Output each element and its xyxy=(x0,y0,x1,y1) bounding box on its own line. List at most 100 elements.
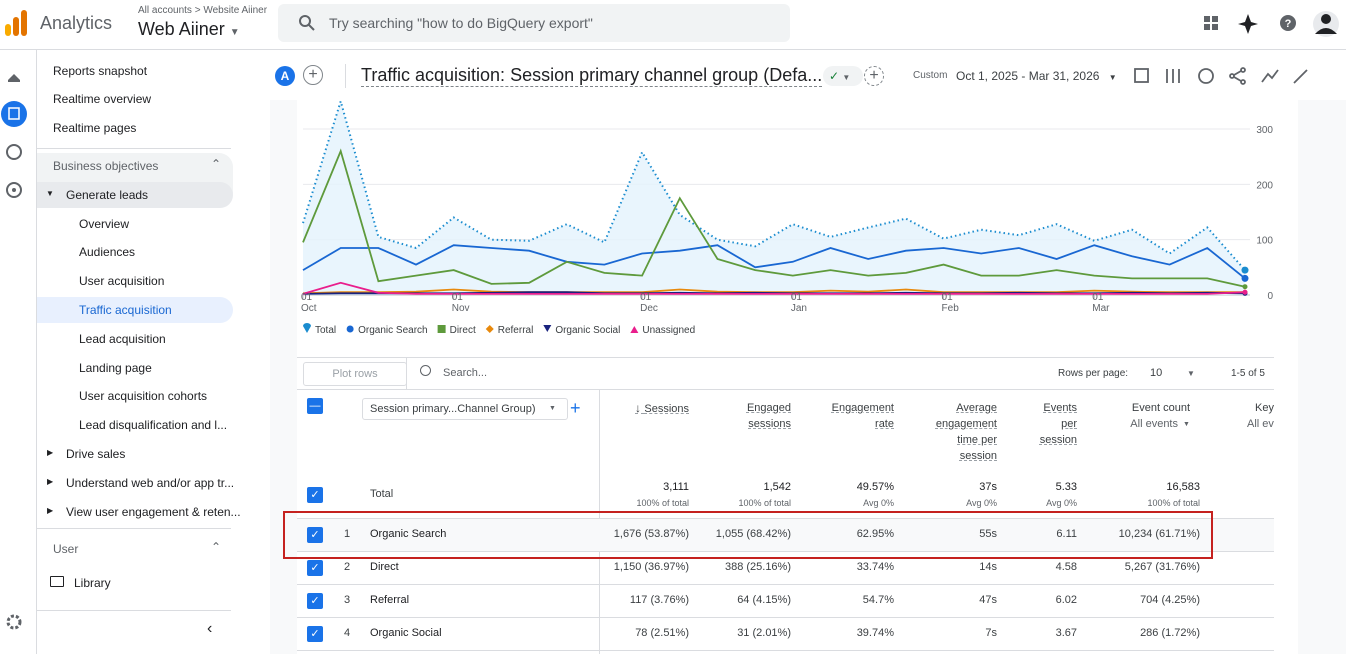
logo xyxy=(5,10,27,36)
nav-item[interactable]: User xyxy=(53,542,79,556)
date-range-text[interactable]: Oct 1, 2025 - Mar 31, 2026 xyxy=(956,69,1100,83)
legend-item: Organic Search xyxy=(346,325,428,336)
row-index: 2 xyxy=(344,561,351,573)
nav-item[interactable]: Lead disqualification and l... xyxy=(79,418,228,432)
cell: 4.58 xyxy=(1055,561,1077,573)
pagination: 1-5 of 5 xyxy=(1231,368,1265,379)
collapse-icon: ⌃ xyxy=(211,540,222,554)
cell: 388 (25.16%) xyxy=(724,561,791,573)
top-icons: ? xyxy=(1204,11,1339,37)
cell: 286 (1.72%) xyxy=(1140,627,1200,639)
total-area xyxy=(303,101,1245,295)
checkbox[interactable]: ✓ xyxy=(307,560,323,576)
property-name[interactable]: Web Aiiner xyxy=(138,19,225,39)
total-label: Total xyxy=(370,488,394,500)
column-header[interactable]: Events per session xyxy=(1039,402,1077,446)
row-label[interactable]: Direct xyxy=(370,561,399,573)
left-rail xyxy=(0,50,37,654)
column-header[interactable]: Event count xyxy=(1131,402,1190,414)
date-range[interactable]: Oct 1, 2025 - Mar 31, 2026 ▼ xyxy=(956,69,1117,83)
nav-item[interactable]: Landing page xyxy=(79,361,152,375)
column-header[interactable]: Key xyxy=(1255,402,1274,414)
search-box[interactable]: Try searching "how to do BigQuery export… xyxy=(278,4,790,42)
legend-label: Total xyxy=(315,325,336,336)
column-header[interactable]: Engaged sessions xyxy=(746,402,791,430)
selected-highlight xyxy=(37,297,233,323)
nav-item[interactable]: Audiences xyxy=(79,245,136,259)
add-dimension[interactable]: + xyxy=(570,398,581,418)
column-header[interactable]: Average engagement time per session xyxy=(935,402,997,462)
nav-divider xyxy=(37,528,231,529)
nav-item[interactable]: Lead acquisition xyxy=(79,332,166,346)
plot-rows-button[interactable]: Plot rows xyxy=(303,362,407,386)
end-marker xyxy=(1241,266,1249,274)
breadcrumb-property[interactable]: Website Aiiner xyxy=(203,5,268,16)
nav-item[interactable]: User acquisition xyxy=(79,274,165,288)
column-header[interactable]: ↓ Sessions xyxy=(635,401,689,415)
cell: 6.11 xyxy=(1056,528,1077,540)
legend-label: Organic Search xyxy=(358,325,427,336)
column-header[interactable]: Engagement rate xyxy=(831,402,894,430)
checkbox[interactable]: ✓ xyxy=(307,487,323,503)
nav-item[interactable]: Reports snapshot xyxy=(53,64,148,78)
nav-divider xyxy=(37,610,231,611)
table-search[interactable]: Search... xyxy=(443,367,488,379)
checkbox[interactable]: — xyxy=(307,398,323,414)
breadcrumb[interactable]: All accounts > Website Aiiner xyxy=(138,5,268,16)
total-sub: Avg 0% xyxy=(1046,498,1077,508)
nav-item[interactable]: Overview xyxy=(79,217,130,231)
collapse-nav[interactable]: ‹ xyxy=(207,620,213,637)
status-chip[interactable]: ✓ ▼ xyxy=(823,66,863,86)
cell: 7s xyxy=(985,627,997,639)
breadcrumb-accounts[interactable]: All accounts xyxy=(138,5,192,16)
cell: 1,676 (53.87%) xyxy=(613,528,689,540)
nav-item[interactable]: Realtime overview xyxy=(53,92,152,106)
row-index: 3 xyxy=(344,594,351,606)
series-line xyxy=(302,148,1246,288)
x-tick-label: 01 Nov xyxy=(451,292,470,314)
row-index: 1 xyxy=(344,528,351,540)
report-title[interactable]: Traffic acquisition: Session primary cha… xyxy=(361,65,823,87)
add-filter[interactable]: + xyxy=(864,66,884,86)
nav-item[interactable]: Business objectives xyxy=(53,159,159,173)
series-line xyxy=(302,281,1246,295)
row-highlight xyxy=(297,518,1274,551)
collapse-icon: ⌃ xyxy=(211,157,222,171)
dimension-selector[interactable] xyxy=(362,398,568,420)
end-marker xyxy=(1242,284,1248,290)
legend-label: Organic Social xyxy=(555,325,620,336)
add-comparison[interactable]: + xyxy=(303,65,323,85)
checkbox[interactable]: ✓ xyxy=(307,527,323,543)
x-tick-label: 01 Dec xyxy=(640,292,658,314)
nav-item[interactable]: Realtime pages xyxy=(53,121,137,135)
nav-item[interactable]: Understand web and/or app tr... xyxy=(66,476,235,490)
total-sub: 100% of total xyxy=(1147,498,1200,508)
column-sub[interactable]: All events xyxy=(1130,418,1178,430)
rule xyxy=(297,389,1274,390)
dimension-label[interactable]: Session primary...Channel Group) xyxy=(370,403,536,415)
nav-item[interactable]: Generate leads xyxy=(66,188,149,202)
nav-divider xyxy=(37,148,231,149)
dropdown-arrow: ▼ xyxy=(1183,421,1190,428)
x-tick-label: 01 Feb xyxy=(941,292,959,314)
x-tick-label: 01 Oct xyxy=(301,292,317,314)
total-sub: 100% of total xyxy=(636,498,689,508)
checkbox[interactable]: ✓ xyxy=(307,593,323,609)
divider xyxy=(345,64,346,88)
comparison-avatar[interactable]: A xyxy=(275,66,295,86)
nav-item[interactable]: Drive sales xyxy=(66,447,126,461)
column-sub: All ev xyxy=(1247,418,1274,430)
cell: 1,150 (36.97%) xyxy=(613,561,689,573)
checkbox[interactable]: ✓ xyxy=(307,626,323,642)
nav-item[interactable]: User acquisition cohorts xyxy=(79,389,208,403)
search-icon xyxy=(299,15,315,31)
property-selector[interactable]: Web Aiiner ▼ xyxy=(138,19,240,39)
rows-per-page[interactable]: 10 xyxy=(1150,367,1163,379)
row-label[interactable]: Referral xyxy=(370,594,410,606)
nav-item[interactable]: View user engagement & reten... xyxy=(66,505,241,519)
row-label[interactable]: Organic Social xyxy=(370,627,442,639)
nav-item[interactable]: Traffic acquisition xyxy=(79,303,172,317)
row-label[interactable]: Organic Search xyxy=(370,528,447,540)
nav-item[interactable]: Library xyxy=(74,576,111,590)
